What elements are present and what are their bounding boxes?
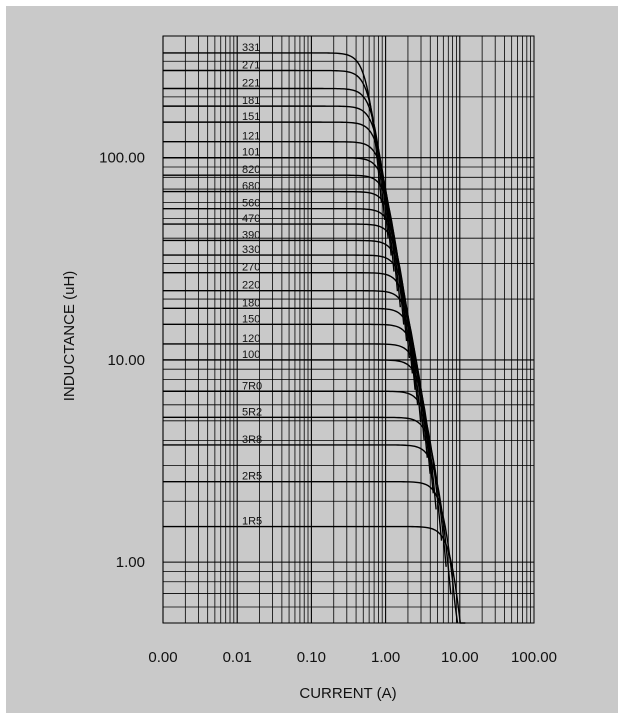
- curve-label-121: 121: [242, 131, 260, 143]
- y-tick-label: 100.00: [99, 150, 145, 167]
- curve-5R2: [163, 416, 447, 567]
- curve-330: [163, 254, 419, 405]
- curve-label-7R0: 7R0: [242, 380, 262, 392]
- curve-390: [163, 239, 416, 390]
- x-tick-label: 100.00: [511, 649, 557, 666]
- curve-180: [163, 307, 428, 458]
- curve-220: [163, 290, 425, 441]
- curve-label-560: 560: [242, 198, 260, 210]
- curve-181: [163, 105, 392, 256]
- curve-3R8: [163, 444, 452, 595]
- curve-label-120: 120: [242, 333, 260, 345]
- curve-121: [163, 141, 399, 292]
- curve-label-470: 470: [242, 213, 260, 225]
- x-tick-label: 0.01: [223, 649, 252, 666]
- curve-label-331: 331: [242, 42, 260, 54]
- curve-270: [163, 272, 422, 423]
- curve-101: [163, 157, 402, 308]
- x-axis-title: CURRENT (A): [299, 685, 396, 702]
- curve-label-2R5: 2R5: [242, 471, 262, 483]
- curve-470: [163, 223, 414, 374]
- x-tick-label: 10.00: [441, 649, 479, 666]
- curve-2R5: [163, 480, 459, 624]
- curve-label-101: 101: [242, 147, 260, 159]
- y-tick-label: 1.00: [116, 554, 145, 571]
- curve-label-5R2: 5R2: [242, 406, 262, 418]
- curve-label-221: 221: [242, 77, 260, 89]
- x-tick-label: 1.00: [371, 649, 400, 666]
- curve-label-330: 330: [242, 244, 260, 256]
- curve-151: [163, 121, 395, 272]
- curve-7R0: [163, 390, 443, 541]
- plot-border: [162, 35, 535, 624]
- curve-label-820: 820: [242, 164, 260, 176]
- curve-1R5: [163, 525, 466, 624]
- curve-820: [163, 174, 405, 325]
- curve-label-180: 180: [242, 297, 260, 309]
- curve-271: [163, 69, 386, 221]
- curve-560: [163, 207, 411, 359]
- chart-panel: 331 271 221 181 151 121 101 820 680 560 470 390 330 2…: [6, 6, 618, 713]
- inductance-current-chart: 331 271 221 181 151 121 101 820 680 560 470 390 330 2…: [61, 35, 557, 702]
- curve-label-181: 181: [242, 95, 260, 107]
- curve-label-390: 390: [242, 229, 260, 241]
- tick-labels: 0.00 0.01 0.10 1.00 10.00 100.00 1.00 10.00 100.…: [99, 150, 557, 666]
- curve-labels: 331 271 221 181 151 121 101 820 680 560 470 390 330 2…: [242, 42, 262, 528]
- curve-331: [163, 52, 383, 203]
- curve-label-151: 151: [242, 111, 260, 123]
- curve-label-220: 220: [242, 280, 260, 292]
- curve-label-1R5: 1R5: [242, 516, 262, 528]
- curves: [163, 52, 466, 624]
- curve-label-3R8: 3R8: [242, 434, 262, 446]
- y-tick-label: 10.00: [107, 352, 145, 369]
- curve-label-680: 680: [242, 181, 260, 193]
- curve-100: [163, 359, 437, 510]
- curve-680: [163, 190, 408, 342]
- curve-120: [163, 343, 434, 494]
- curve-221: [163, 87, 389, 239]
- curve-label-100: 100: [242, 349, 260, 361]
- x-tick-label: 0.10: [297, 649, 326, 666]
- curve-label-271: 271: [242, 60, 260, 72]
- curve-label-150: 150: [242, 313, 260, 325]
- curve-label-270: 270: [242, 262, 260, 274]
- y-axis-title: INDUCTANCE (uH): [61, 271, 78, 402]
- x-tick-label: 0.00: [148, 649, 177, 666]
- curve-150: [163, 323, 431, 474]
- grid: [162, 35, 535, 624]
